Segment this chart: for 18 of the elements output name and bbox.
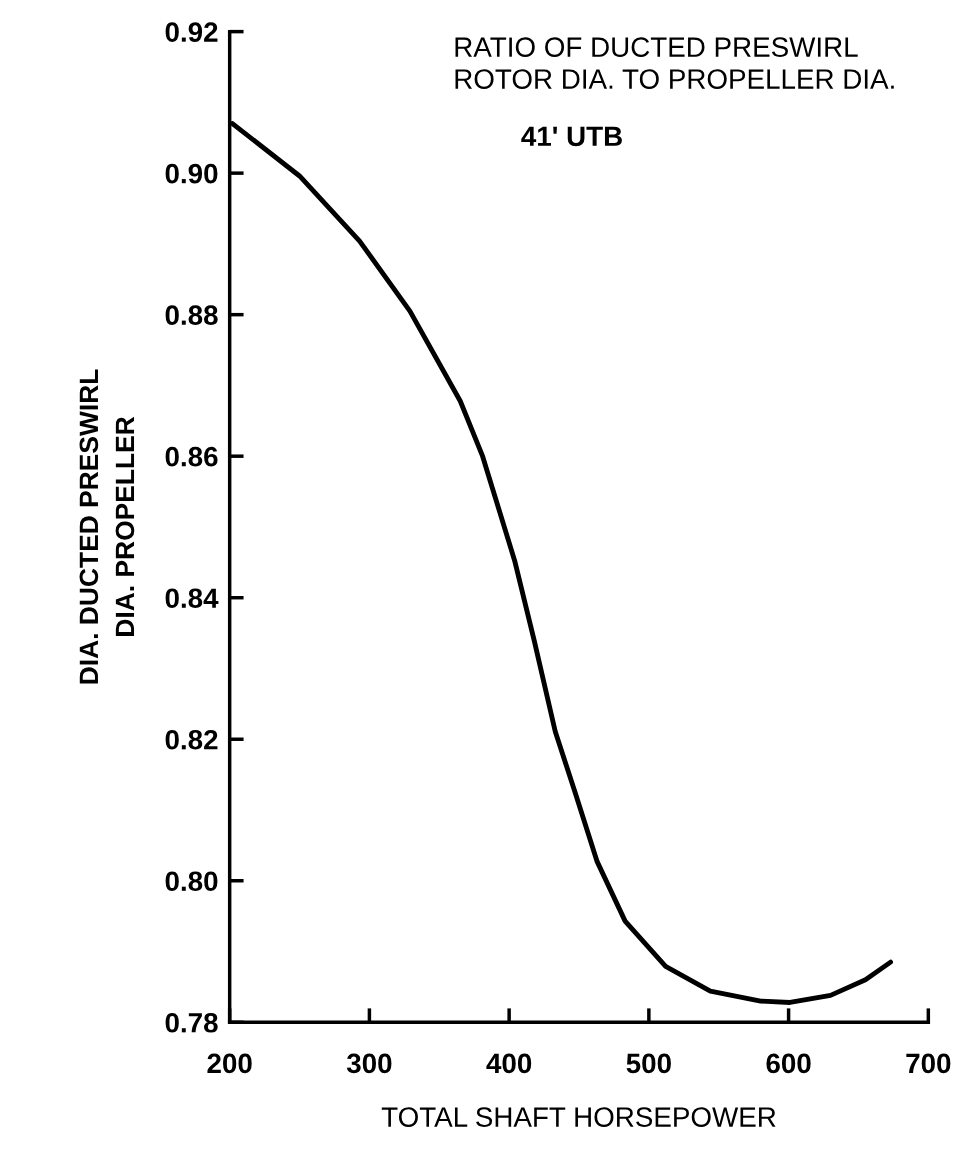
- x-tick-label: 600: [766, 1053, 811, 1074]
- y-tick-label: 0.92: [165, 22, 218, 42]
- x-tick-label: 300: [346, 1053, 392, 1074]
- text: 41' UTB: [521, 126, 622, 147]
- y-tick-label: 0.78: [165, 1012, 218, 1033]
- y-tick-label: 0.80: [165, 871, 218, 892]
- x-tick-label: 400: [486, 1053, 532, 1074]
- y-tick-label: 0.86: [165, 446, 218, 467]
- x-tick-label: 700: [906, 1053, 951, 1074]
- x-tick-label: 500: [626, 1053, 671, 1074]
- y-tick-label: 0.88: [165, 305, 218, 325]
- x-axis-title: TOTAL SHAFT HORSEPOWER: [381, 1107, 776, 1127]
- x-tick-label: 200: [207, 1053, 252, 1074]
- y-tick-label: 0.84: [165, 588, 219, 609]
- y-tick-label: 0.90: [165, 163, 218, 184]
- y-axis-title: DIA. DUCTED PRESWIRL DIA. PROPELLER: [79, 369, 135, 684]
- y-tick-label: 0.82: [165, 729, 218, 750]
- text: RATIO OF DUCTED PRESWIRL ROTOR DIA. TO PROPELLER DIA.: [455, 37, 894, 89]
